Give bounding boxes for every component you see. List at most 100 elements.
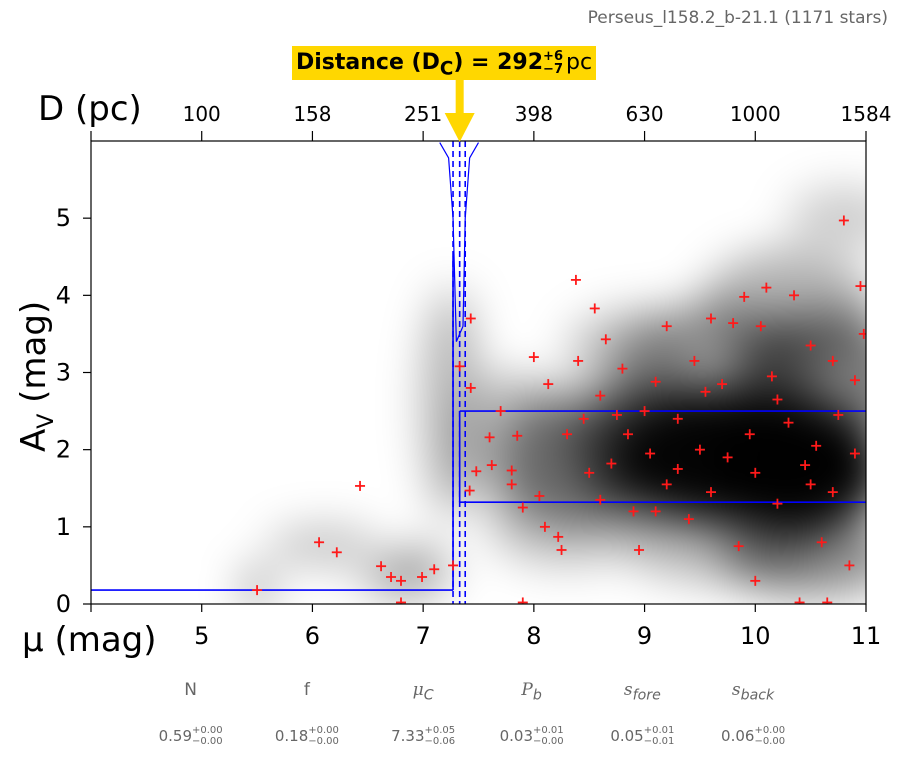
star-marker-43: [639, 406, 650, 417]
star-marker-13: [465, 382, 476, 393]
star-marker-36: [595, 390, 606, 401]
star-marker-9: [429, 564, 440, 575]
distance-unit: pc: [566, 50, 593, 75]
y-tick-label-5: 5: [56, 204, 71, 232]
top-tick-label-251: 251: [404, 102, 442, 126]
distance-arrow-shaft: [455, 80, 464, 114]
density-blob-16: [389, 542, 457, 589]
x-tick-label-8: 8: [526, 622, 541, 650]
star-marker-63: [761, 282, 772, 293]
x-tick-label-6: 6: [305, 622, 320, 650]
y-axis-label-sub: V: [34, 414, 59, 429]
star-marker-26: [539, 521, 550, 532]
x-tick-label-10: 10: [740, 622, 771, 650]
star-marker-88: [849, 448, 860, 459]
star-marker-10: [448, 560, 459, 571]
star-marker-15: [471, 466, 482, 477]
star-marker-2: [331, 547, 342, 558]
star-marker-40: [622, 429, 633, 440]
star-marker-16: [484, 432, 495, 443]
distance-banner: Distance (DC) = 292 +6 −7 pc: [292, 46, 597, 80]
distance-uncertainty: +6 −7: [543, 50, 563, 76]
star-marker-50: [689, 355, 700, 366]
density-blob-11: [788, 187, 866, 250]
density-layer: [246, 187, 866, 604]
star-marker-79: [855, 281, 866, 292]
star-marker-11: [454, 361, 465, 372]
x-tick-label-11: 11: [851, 622, 882, 650]
star-marker-8: [417, 571, 428, 582]
star-marker-37: [600, 334, 611, 345]
star-marker-66: [783, 417, 794, 428]
y-tick-label-0: 0: [56, 590, 71, 618]
star-marker-3: [355, 480, 366, 491]
param-value-0: 0.59 +0.00 −0.00: [158, 725, 223, 747]
param-name-2: μC: [412, 680, 434, 704]
star-marker-85: [611, 409, 622, 420]
star-marker-23: [517, 597, 528, 604]
star-marker-45: [650, 376, 661, 387]
density-blobs: [246, 187, 866, 604]
param-value-1: 0.18 +0.00 −0.00: [274, 725, 339, 747]
star-marker-29: [556, 544, 567, 555]
star-marker-56: [728, 318, 739, 329]
density-blob-17: [567, 310, 700, 388]
star-marker-4: [376, 561, 387, 572]
star-marker-65: [772, 498, 783, 509]
star-marker-82: [772, 394, 783, 405]
star-marker-62: [755, 321, 766, 332]
star-marker-69: [800, 460, 811, 471]
star-marker-73: [822, 597, 833, 604]
distance-sub: C: [439, 58, 454, 80]
star-marker-49: [683, 514, 694, 525]
star-marker-31: [570, 274, 581, 285]
star-marker-41: [628, 506, 639, 517]
param-name-1: f: [303, 680, 310, 700]
star-marker-83: [700, 386, 711, 397]
star-marker-38: [606, 458, 617, 469]
distance-prefix: Distance (D: [296, 50, 440, 75]
y-axis-label: AV (mag): [14, 301, 59, 452]
star-marker-78: [849, 375, 860, 386]
star-marker-71: [811, 440, 822, 451]
top-tick-label-158: 158: [293, 102, 331, 126]
y-tick-label-2: 2: [56, 436, 71, 464]
x-axis-label: μ (mag): [22, 620, 157, 660]
param-value-2: 7.33 +0.05 −0.06: [391, 725, 456, 747]
density-blob-15: [246, 565, 269, 604]
star-marker-18: [495, 406, 506, 417]
star-marker-44: [645, 448, 656, 459]
star-marker-84: [672, 463, 683, 474]
star-marker-68: [794, 597, 805, 604]
star-marker-5: [386, 571, 397, 582]
star-marker-53: [706, 313, 716, 324]
param-value-4: 0.05 +0.01 −0.01: [610, 725, 675, 747]
star-marker-77: [844, 560, 855, 571]
y-tick-label-1: 1: [56, 513, 71, 541]
distance-upper: +6: [543, 49, 563, 64]
distance-mid: ) = 292: [453, 50, 544, 75]
star-marker-80: [858, 328, 866, 339]
star-marker-39: [617, 363, 628, 374]
star-marker-51: [694, 444, 705, 455]
star-marker-21: [512, 430, 523, 441]
star-marker-86: [595, 494, 606, 505]
star-marker-6: [396, 575, 406, 586]
star-marker-33: [578, 413, 589, 424]
y-tick-label-4: 4: [56, 281, 71, 309]
star-marker-20: [506, 479, 517, 490]
star-marker-74: [827, 487, 838, 498]
param-name-3: Pb: [521, 680, 542, 704]
star-marker-59: [744, 429, 755, 440]
stars-layer: [252, 215, 866, 604]
star-marker-46: [661, 479, 672, 490]
star-marker-14: [464, 485, 475, 496]
star-marker-60: [750, 575, 761, 586]
distance-lower: −7: [543, 62, 563, 77]
param-name-5: sback: [731, 680, 775, 704]
star-marker-7: [396, 597, 406, 604]
star-marker-34: [584, 467, 595, 478]
star-marker-17: [486, 460, 497, 471]
star-marker-47: [661, 321, 672, 332]
